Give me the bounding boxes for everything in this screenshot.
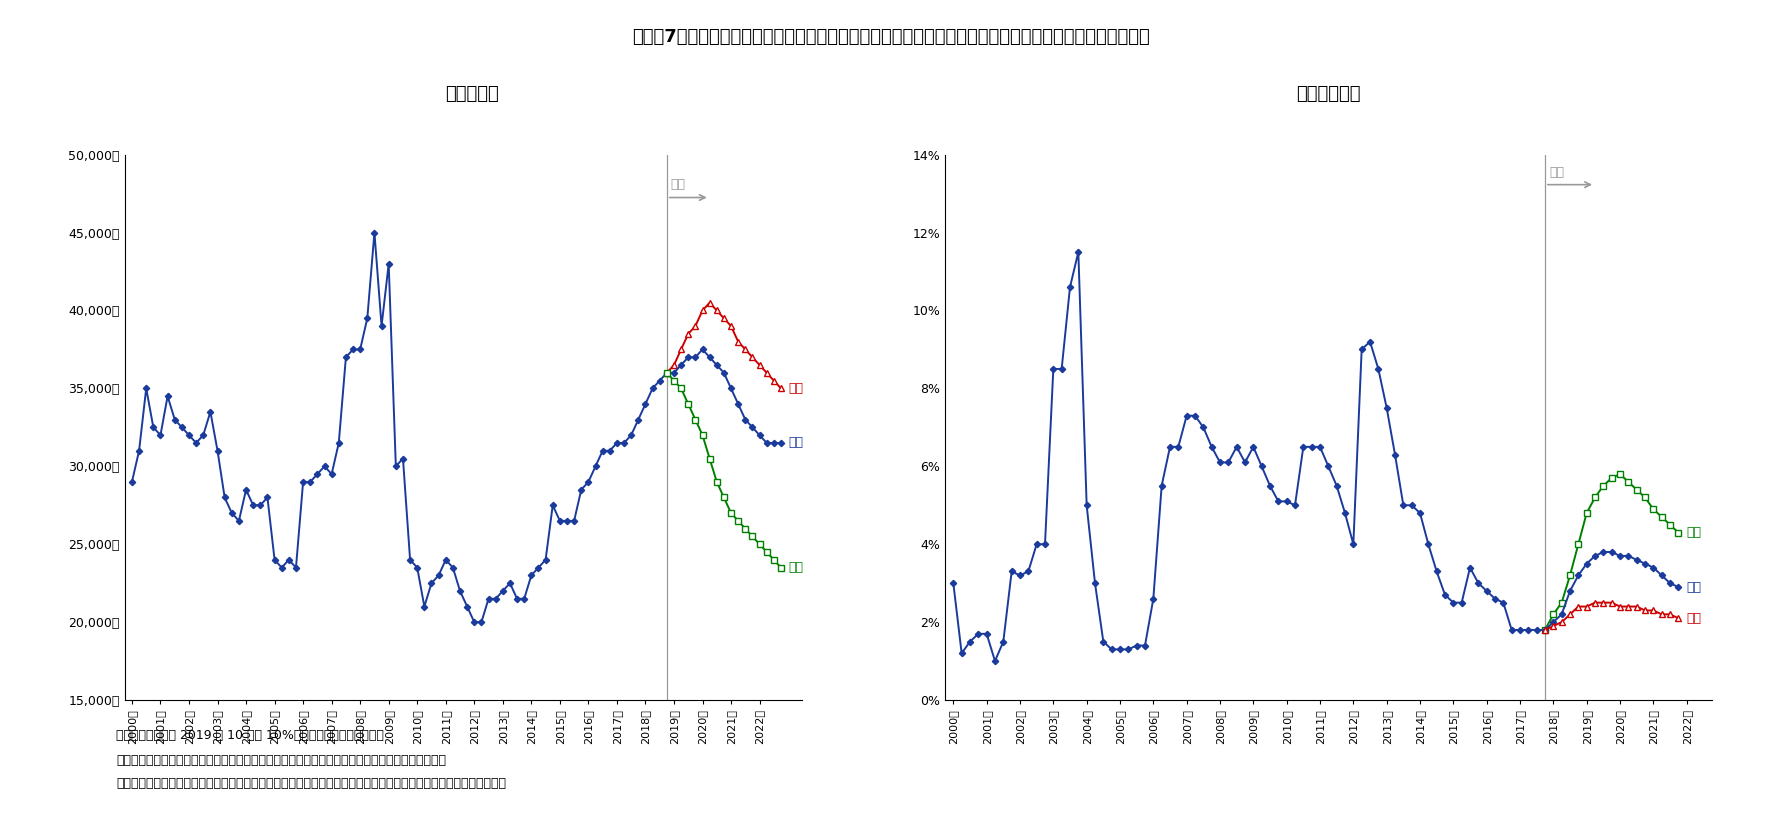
Text: （注）消費税率は 2019 年 10 月に 10%に引き上げられると想定。: （注）消費税率は 2019 年 10 月に 10%に引き上げられると想定。 [116,729,383,742]
Text: 楽観: 楽観 [1686,612,1700,624]
Text: 予測: 予測 [1549,166,1563,179]
Text: 悲観: 悲観 [788,561,802,574]
Text: 悲観: 悲観 [1686,526,1700,539]
Text: 図表－7　東京都心部Ａクラスビルオフィス賃料（オフィスレント・インデックス）見通し（四半期推計）: 図表－7 東京都心部Ａクラスビルオフィス賃料（オフィスレント・インデックス）見通… [633,28,1149,46]
Text: 予測: 予測 [670,178,684,191]
Text: 楽観: 楽観 [788,382,802,395]
Text: 賃料および空室率の将来見通しは「オフィスレント・インデックス」などを基にニッセイ基礎研究所が推計: 賃料および空室率の将来見通しは「オフィスレント・インデックス」などを基にニッセイ… [116,777,506,790]
Text: 標準: 標準 [788,436,802,449]
Text: 賃料見通し: 賃料見通し [446,85,499,103]
Text: （出所）賃料の実績値は三幸エステート・ニッセイ基礎研究所「オフィスレント・インデックス」: （出所）賃料の実績値は三幸エステート・ニッセイ基礎研究所「オフィスレント・インデ… [116,754,446,767]
Text: 空室率見通し: 空室率見通し [1296,85,1360,103]
Text: 標準: 標準 [1686,580,1700,593]
